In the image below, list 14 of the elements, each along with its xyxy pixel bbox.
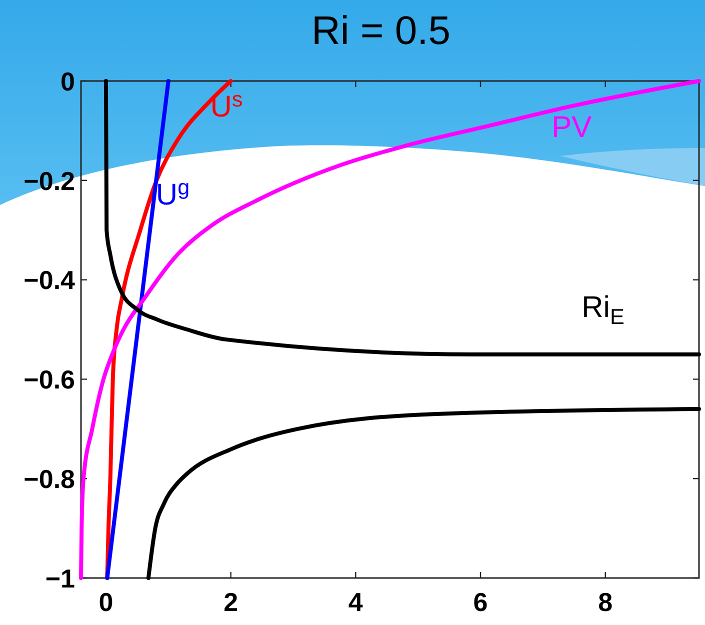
y-tick-label: −0.8	[24, 464, 75, 494]
y-tick-label: 0	[60, 66, 75, 96]
x-tick-label: 2	[224, 587, 238, 617]
y-tick-label: −0.6	[24, 364, 75, 395]
chart-title: Ri = 0.5	[312, 9, 450, 53]
x-tick-label: 4	[348, 587, 364, 617]
y-tick-label: −1	[45, 563, 75, 594]
series-label: PV	[552, 111, 592, 144]
series-label: U$^{g}$	[156, 174, 190, 212]
x-tick-label: 6	[473, 587, 488, 617]
x-tick-label: 0	[98, 587, 114, 617]
series-label: Ri$_{E}$	[582, 291, 624, 329]
x-tick-label: 8	[598, 587, 613, 617]
y-tick-label: −0.4	[24, 265, 76, 296]
